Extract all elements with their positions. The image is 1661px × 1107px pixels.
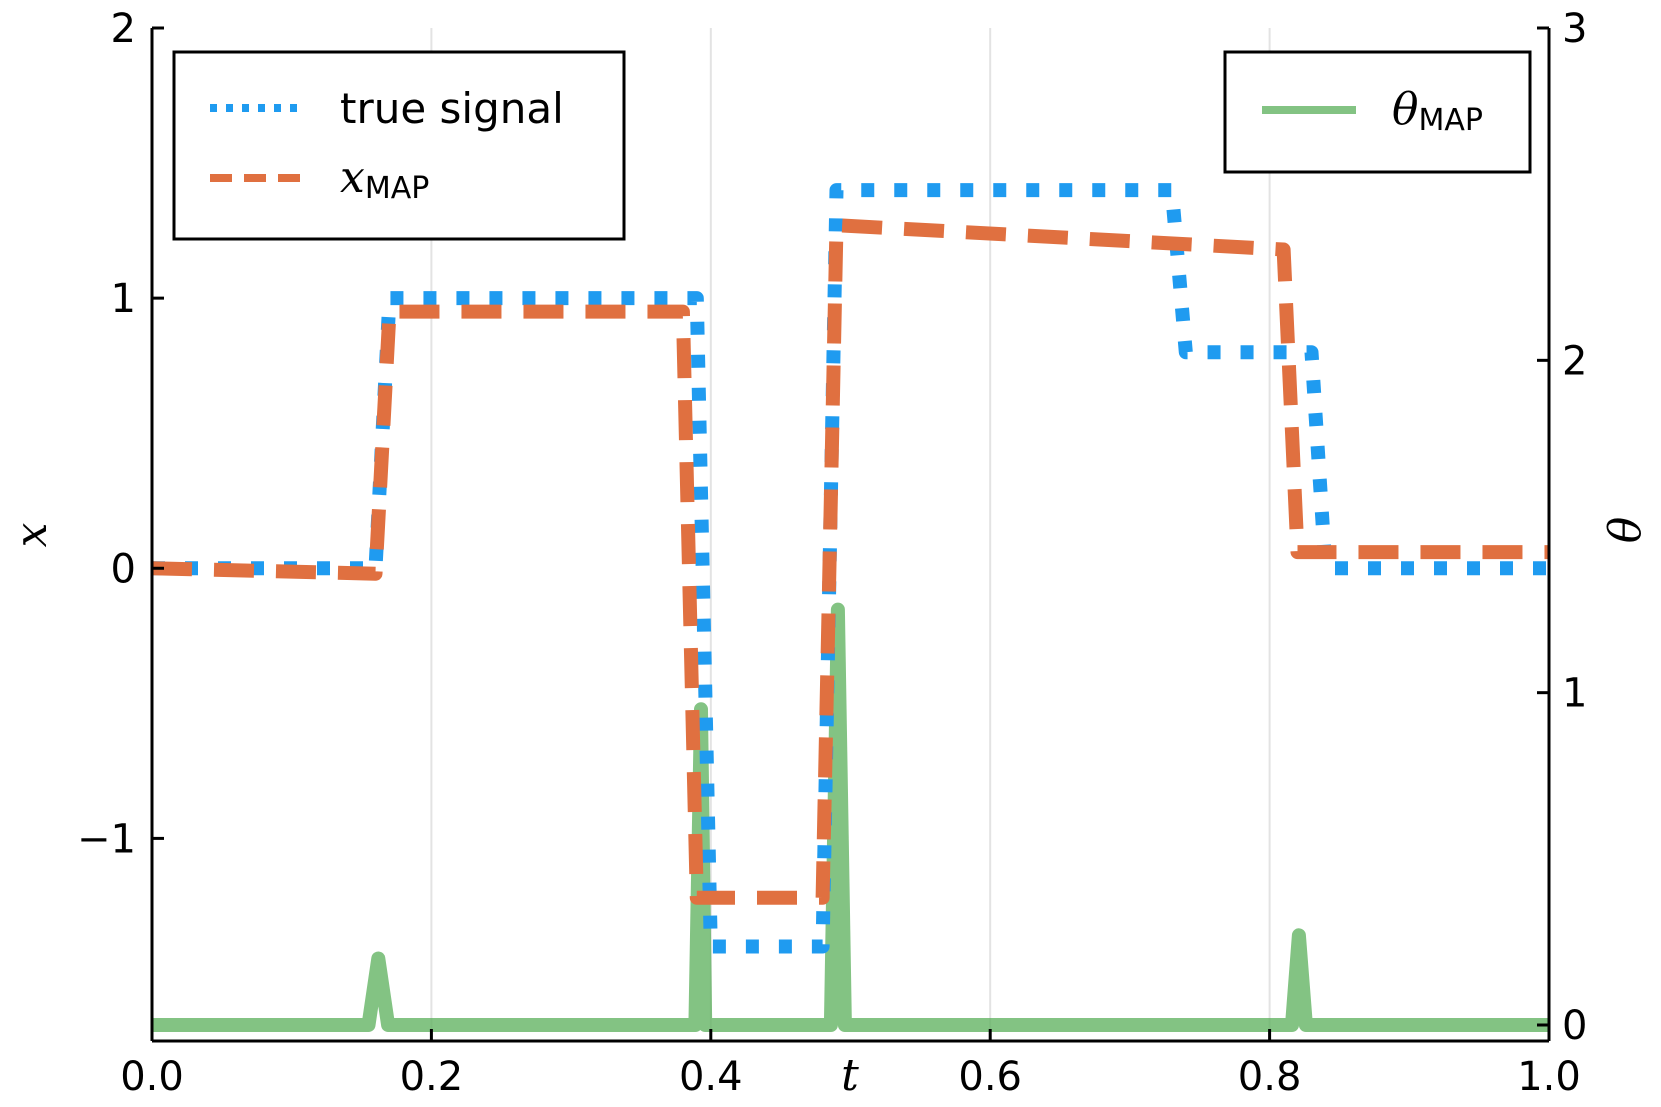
legend-label-true-signal: true signal bbox=[340, 84, 564, 133]
x-tick-label-2: 0.4 bbox=[679, 1054, 743, 1100]
x-tick-label-4: 0.8 bbox=[1238, 1054, 1302, 1100]
legend-label-theta-map: θMAP bbox=[1392, 84, 1483, 138]
y-right-tick-label-3: 3 bbox=[1562, 6, 1587, 52]
y-left-tick-label-0: −1 bbox=[77, 816, 136, 862]
y-right-tick-label-2: 2 bbox=[1562, 338, 1587, 384]
x-tick-label-1: 0.2 bbox=[400, 1054, 464, 1100]
legend-label-x-map-sub: MAP bbox=[365, 171, 430, 206]
y-axis-right-label: θ bbox=[1600, 517, 1651, 544]
x-axis-ticks: 0.0 0.2 0.4 0.6 0.8 1.0 bbox=[120, 1029, 1581, 1100]
series-theta-map-line bbox=[152, 602, 1549, 1032]
axes-frame bbox=[150, 28, 1551, 1043]
legend-left: true signal xMAP bbox=[172, 50, 626, 241]
legend-right: θMAP bbox=[1223, 50, 1532, 174]
y-axis-right-ticks: 0 1 2 3 bbox=[1537, 6, 1587, 1049]
series-true-signal-line bbox=[152, 183, 1549, 954]
x-tick-label-5: 1.0 bbox=[1517, 1054, 1581, 1100]
x-axis-label: t bbox=[841, 1050, 859, 1101]
legend-label-x-map-main: x bbox=[340, 152, 365, 203]
legend-label-theta-map-sub: MAP bbox=[1419, 103, 1484, 138]
y-right-tick-label-0: 0 bbox=[1562, 1003, 1587, 1049]
y-left-tick-label-3: 2 bbox=[111, 6, 136, 52]
y-left-tick-label-2: 1 bbox=[111, 276, 136, 322]
grid-lines bbox=[430, 28, 1271, 1041]
series-x-map-line bbox=[152, 218, 1549, 905]
x-tick-label-3: 0.6 bbox=[958, 1054, 1022, 1100]
y-left-tick-label-1: 0 bbox=[111, 546, 136, 592]
legend-left-box bbox=[172, 50, 626, 241]
legend-label-theta-map-main: θ bbox=[1392, 84, 1419, 135]
y-right-tick-label-1: 1 bbox=[1562, 671, 1587, 717]
y-axis-left-ticks: −1 0 1 2 bbox=[77, 6, 164, 862]
legend-label-x-map: xMAP bbox=[340, 152, 429, 206]
y-axis-left-label: x bbox=[6, 522, 57, 547]
x-tick-label-0: 0.0 bbox=[120, 1054, 184, 1100]
